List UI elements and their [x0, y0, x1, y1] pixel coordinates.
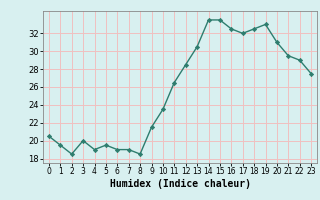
X-axis label: Humidex (Indice chaleur): Humidex (Indice chaleur): [109, 179, 251, 189]
